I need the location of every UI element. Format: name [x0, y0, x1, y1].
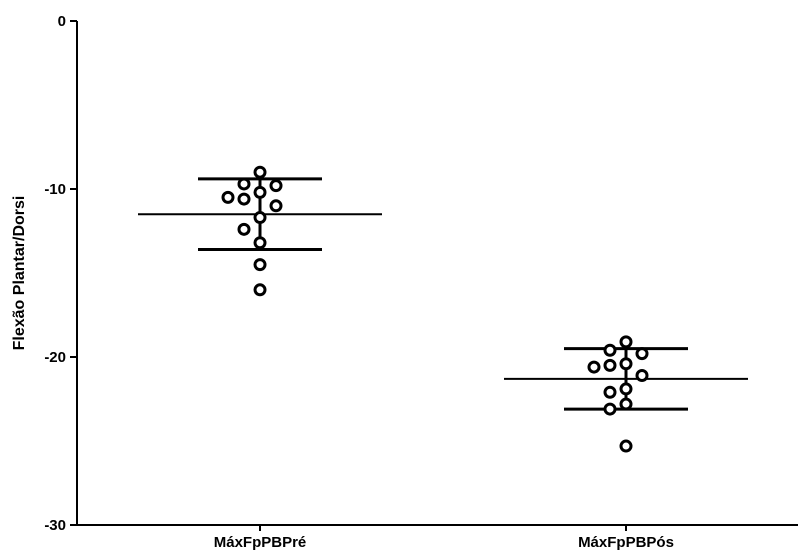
data-point [603, 402, 617, 416]
data-point [603, 358, 617, 372]
series-group [138, 165, 382, 297]
x-tick-labels: MáxFpPBPré MáxFpPBPós [214, 525, 674, 551]
data-point [619, 335, 633, 349]
data-point [237, 222, 251, 236]
y-tick-label: -10 [44, 181, 66, 198]
data-point [253, 236, 267, 250]
data-point [619, 439, 633, 453]
x-tick-label: MáxFpPBPré [214, 534, 307, 551]
data-point [221, 190, 235, 204]
y-tick-label: 0 [58, 13, 66, 30]
y-tick-label: -30 [44, 517, 66, 534]
data-point [619, 397, 633, 411]
data-point [253, 211, 267, 225]
data-point [269, 179, 283, 193]
y-ticks: 0 -10 -20 -30 [44, 13, 77, 534]
axes [76, 21, 798, 526]
data-point [237, 177, 251, 191]
y-axis-title: Flexão Plantar/Dorsi [11, 196, 28, 351]
data-point [635, 347, 649, 361]
data-point [635, 368, 649, 382]
data-point [619, 382, 633, 396]
x-tick-label: MáxFpPBPós [578, 534, 674, 551]
data-point [253, 185, 267, 199]
data-point [237, 192, 251, 206]
data-point [269, 199, 283, 213]
data-point [253, 165, 267, 179]
data-point [587, 360, 601, 374]
data-point [619, 357, 633, 371]
data-groups [138, 165, 748, 453]
data-point [253, 258, 267, 272]
data-point [253, 283, 267, 297]
series-group [504, 335, 748, 453]
y-tick-label: -20 [44, 349, 66, 366]
data-point [603, 385, 617, 399]
data-point [603, 343, 617, 357]
